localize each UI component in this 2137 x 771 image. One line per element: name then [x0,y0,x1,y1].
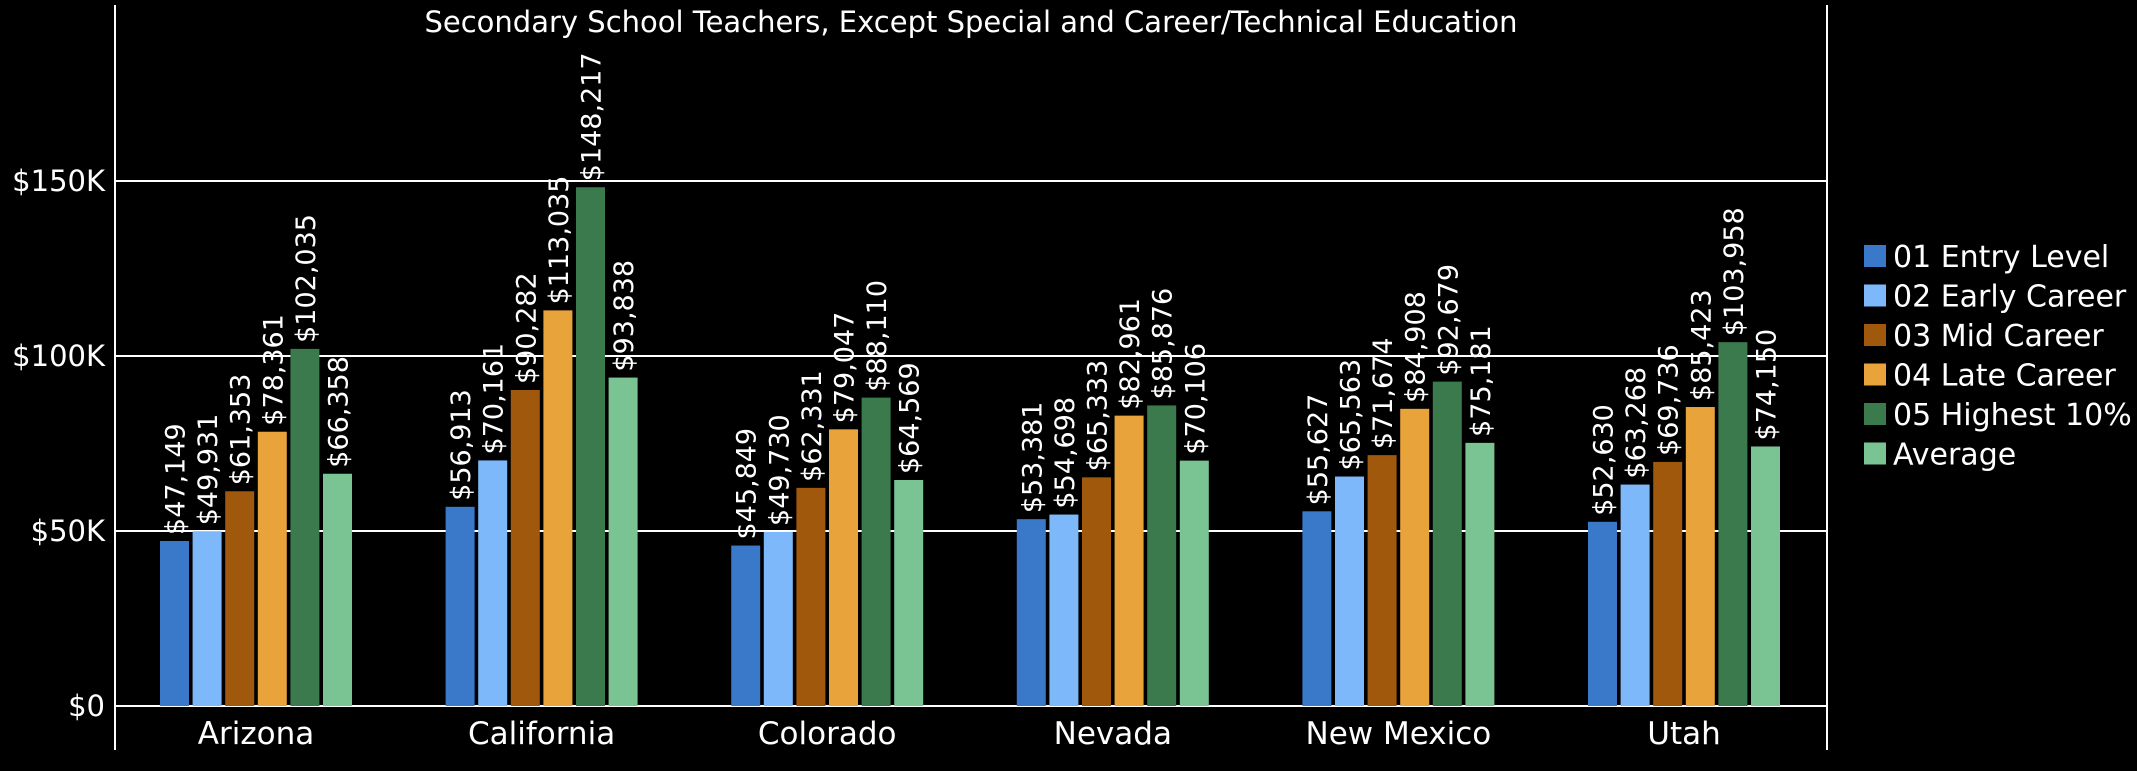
data-label: $85,876 [1148,288,1179,400]
data-label: $93,838 [609,260,640,372]
data-label: $69,736 [1654,344,1685,456]
legend-swatch [1864,403,1886,425]
bar [829,429,858,706]
data-label: $55,627 [1303,394,1334,506]
bar [1302,511,1332,706]
data-label: $54,698 [1050,397,1081,509]
y-tick-label: $50K [31,514,106,548]
bar [510,390,540,706]
data-label: $102,035 [291,214,322,343]
data-label: $49,931 [193,414,224,526]
legend-label: 02 Early Career [1893,280,2127,315]
bar [763,531,793,706]
bar [731,545,761,706]
bar [1620,484,1650,706]
legend-label: Average [1893,438,2016,473]
data-label: $84,908 [1401,291,1432,403]
bar [290,348,320,706]
bar [1114,415,1144,706]
y-tick-label: $100K [12,339,106,373]
legend-swatch [1864,442,1886,465]
data-label: $45,849 [732,428,763,540]
bar [160,540,189,706]
bar [1147,405,1177,706]
bar [796,487,826,706]
bar [1367,455,1397,706]
bar [608,377,638,706]
data-label: $75,181 [1466,325,1497,437]
bar [1718,342,1748,706]
bar [257,431,287,706]
bar [225,491,255,706]
data-label: $49,730 [764,414,795,526]
legend-label: 04 Late Career [1893,359,2116,394]
bar [1588,521,1617,706]
data-label: $82,961 [1115,298,1146,410]
legend-swatch [1864,284,1886,307]
x-tick-label: New Mexico [1306,716,1492,752]
data-label: $63,268 [1621,367,1652,479]
data-label: $113,035 [544,176,575,305]
bar [323,473,352,706]
data-label: $47,149 [161,423,192,535]
legend-label: 03 Mid Career [1893,319,2104,354]
bar [1335,476,1364,706]
data-label: $90,282 [511,272,542,384]
bar [1751,446,1780,706]
bar [1432,381,1462,706]
data-label: $71,674 [1368,337,1399,449]
data-label: $103,958 [1719,207,1750,336]
data-label: $88,110 [862,280,893,392]
bar [192,531,222,706]
x-tick-label: Colorado [758,716,897,752]
data-label: $61,353 [226,374,257,486]
x-tick-label: Arizona [198,716,314,752]
data-label: $92,679 [1433,264,1464,376]
bar [1653,461,1683,706]
y-tick-label: $150K [12,164,106,198]
data-label: $65,333 [1083,360,1114,472]
data-label: $70,106 [1180,343,1211,455]
bar [894,480,924,706]
x-tick-label: Utah [1647,716,1721,752]
legend-swatch [1864,245,1886,267]
data-label: $74,150 [1752,329,1783,441]
data-label: $79,047 [830,312,861,424]
bar [861,397,891,706]
data-label: $64,569 [895,362,926,474]
bar [1082,477,1111,706]
data-label: $148,217 [577,52,608,181]
legend-label: 05 Highest 10% [1893,398,2132,433]
bar [1179,460,1209,706]
data-label: $70,161 [479,343,510,455]
data-label: $53,381 [1017,402,1048,514]
bar [1016,519,1046,706]
data-label: $52,630 [1589,404,1620,516]
bar [543,310,573,706]
data-label: $65,563 [1336,359,1367,471]
bar [445,506,475,706]
data-label: $56,913 [446,389,477,501]
legend-swatch [1864,324,1886,346]
data-label: $85,423 [1686,289,1717,401]
legend-label: 01 Entry Level [1893,240,2109,275]
data-label: $66,358 [324,356,355,468]
y-tick-label: $0 [68,689,105,723]
data-label: $78,361 [258,314,289,426]
chart-title: Secondary School Teachers, Except Specia… [424,5,1517,39]
bar [576,187,605,707]
bar [1400,408,1430,706]
data-label: $62,331 [797,370,828,482]
legend-swatch [1864,363,1886,386]
x-tick-label: Nevada [1054,716,1172,752]
bar [478,460,508,706]
x-tick-label: California [468,716,615,752]
bar [1685,407,1715,706]
bar [1465,442,1495,706]
bar [1049,514,1079,706]
